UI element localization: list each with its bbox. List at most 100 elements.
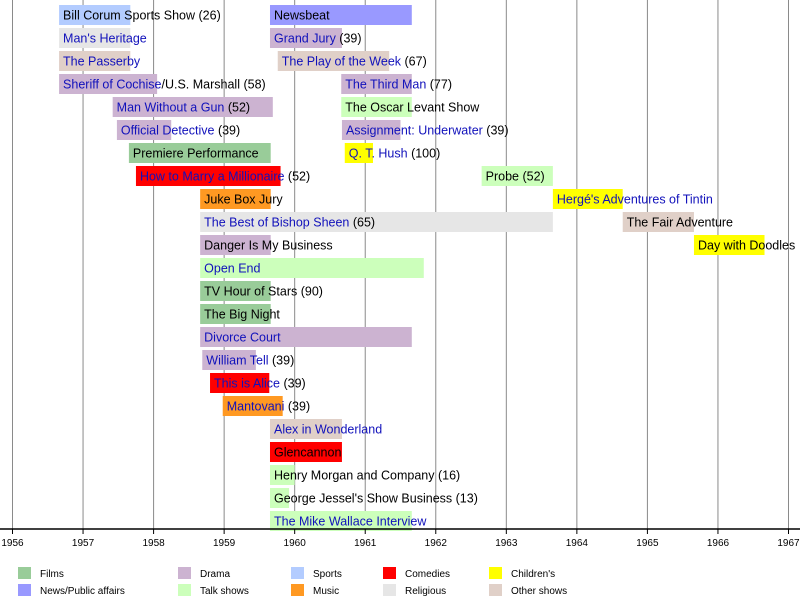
show-link[interactable]: William Tell xyxy=(206,354,268,368)
show-label-text: (39) xyxy=(214,124,240,138)
show-link[interactable]: The Play of the Week xyxy=(282,55,402,69)
bar-label: Bill Corum Sports Show (26) xyxy=(63,9,221,23)
bar xyxy=(269,5,412,25)
legend-label: Comedies xyxy=(405,569,450,580)
show-link[interactable]: How to Marry a Millionaire xyxy=(140,170,285,184)
bar xyxy=(269,28,342,48)
bar xyxy=(210,373,270,393)
show-label-text: (39) xyxy=(269,354,295,368)
show-link[interactable]: Official Detective xyxy=(121,124,215,138)
legend-label: News/Public affairs xyxy=(40,586,125,597)
legend-swatch xyxy=(489,584,502,596)
bar-label: Juke Box Jury xyxy=(204,193,283,207)
x-tick-label: 1962 xyxy=(425,538,448,549)
show-link[interactable]: Q. T. Hush xyxy=(349,147,408,161)
show-label-text: Premiere Performance xyxy=(133,147,259,161)
bar xyxy=(59,28,131,48)
bar-label: The Oscar Levant Show xyxy=(345,101,480,115)
bar-label: Glencannon xyxy=(274,446,341,460)
bar-label: The Best of Bishop Sheen (65) xyxy=(204,216,375,230)
show-label-text: Danger Is My Business xyxy=(204,239,333,253)
bar xyxy=(481,166,553,186)
legend-label: Sports xyxy=(313,569,342,580)
bar-label: Grand Jury (39) xyxy=(274,32,362,46)
legend-swatch xyxy=(178,567,191,579)
bar xyxy=(202,350,256,370)
show-link[interactable]: Open End xyxy=(204,262,260,276)
show-label-text: The Fair Adventure xyxy=(627,216,733,230)
bar xyxy=(200,327,412,347)
show-link[interactable]: The Passerby xyxy=(63,55,141,69)
bar xyxy=(269,465,295,485)
bar xyxy=(344,143,373,163)
show-link[interactable]: This is Alice xyxy=(214,377,280,391)
show-link[interactable]: Assignment: Underwater xyxy=(346,124,483,138)
bar-label: Official Detective (39) xyxy=(121,124,240,138)
bar-label: Henry Morgan and Company (16) xyxy=(274,469,460,483)
bar-label: Newsbeat xyxy=(274,9,330,23)
show-link[interactable]: Mantovani xyxy=(227,400,285,414)
legend-label: Other shows xyxy=(511,586,567,597)
x-tick-label: 1958 xyxy=(142,538,165,549)
show-label-text: Juke Box Jury xyxy=(204,193,283,207)
x-tick-label: 1957 xyxy=(72,538,95,549)
bar xyxy=(341,120,401,140)
bar-label: Q. T. Hush (100) xyxy=(349,147,440,161)
show-link[interactable]: Grand Jury xyxy=(274,32,337,46)
legend-swatch xyxy=(18,567,31,579)
show-link[interactable]: Sheriff of Cochise xyxy=(63,78,161,92)
bar-label: Probe (52) xyxy=(486,170,545,184)
legend-label: Films xyxy=(40,569,64,580)
bar-label: The Third Man (77) xyxy=(345,78,452,92)
bar-label: Assignment: Underwater (39) xyxy=(346,124,509,138)
show-label-text: (39) xyxy=(284,400,310,414)
legend-label: Drama xyxy=(200,569,230,580)
bar xyxy=(135,166,281,186)
x-tick-label: 1967 xyxy=(777,538,800,549)
show-link[interactable]: Hergé's Adventures of Tintin xyxy=(557,193,713,207)
x-tick-label: 1965 xyxy=(636,538,659,549)
show-link[interactable]: Divorce Court xyxy=(204,331,281,345)
bar xyxy=(341,97,412,117)
show-label-text: TV Hour of Stars (90) xyxy=(204,285,323,299)
show-link[interactable]: The Best of Bishop Sheen xyxy=(204,216,349,230)
show-label-text: (39) xyxy=(336,32,362,46)
bar-label: William Tell (39) xyxy=(206,354,294,368)
legend-swatch xyxy=(383,567,396,579)
x-tick-label: 1961 xyxy=(354,538,377,549)
bar xyxy=(552,189,623,209)
show-label-text: (65) xyxy=(349,216,375,230)
legend-swatch xyxy=(383,584,396,596)
show-label-text: (52) xyxy=(224,101,250,115)
legend-swatch xyxy=(489,567,502,579)
bar-label: Danger Is My Business xyxy=(204,239,333,253)
show-label-text: The Big Night xyxy=(204,308,280,322)
bar xyxy=(269,442,342,462)
bar-label: The Passerby xyxy=(63,55,141,69)
legend-label: Talk shows xyxy=(200,586,249,597)
bar-label: Alex in Wonderland xyxy=(274,423,382,437)
show-link[interactable]: Alex in Wonderland xyxy=(274,423,382,437)
bar xyxy=(200,189,271,209)
bar-label: TV Hour of Stars (90) xyxy=(204,285,323,299)
bar-label: Open End xyxy=(204,262,260,276)
show-label-text: Probe (52) xyxy=(486,170,545,184)
show-label-text: Newsbeat xyxy=(274,9,330,23)
show-label-text: Glencannon xyxy=(274,446,341,460)
bar xyxy=(116,120,172,140)
show-link[interactable]: The Mike Wallace Interview xyxy=(274,515,427,529)
bar-label: Man Without a Gun (52) xyxy=(117,101,250,115)
show-link[interactable]: Man's Heritage xyxy=(63,32,147,46)
bar xyxy=(112,97,273,117)
bar-label: Divorce Court xyxy=(204,331,281,345)
bar-label: The Mike Wallace Interview xyxy=(274,515,427,529)
show-label-text: George Jessel's Show Business (13) xyxy=(274,492,478,506)
bar xyxy=(200,212,553,232)
show-link[interactable]: Man Without a Gun xyxy=(117,101,225,115)
legend-swatch xyxy=(18,584,31,596)
show-label-text: Day with Doodles xyxy=(698,239,795,253)
bar-label: The Big Night xyxy=(204,308,280,322)
bar-label: How to Marry a Millionaire (52) xyxy=(140,170,310,184)
bar xyxy=(128,143,271,163)
show-link[interactable]: The Third Man xyxy=(345,78,426,92)
